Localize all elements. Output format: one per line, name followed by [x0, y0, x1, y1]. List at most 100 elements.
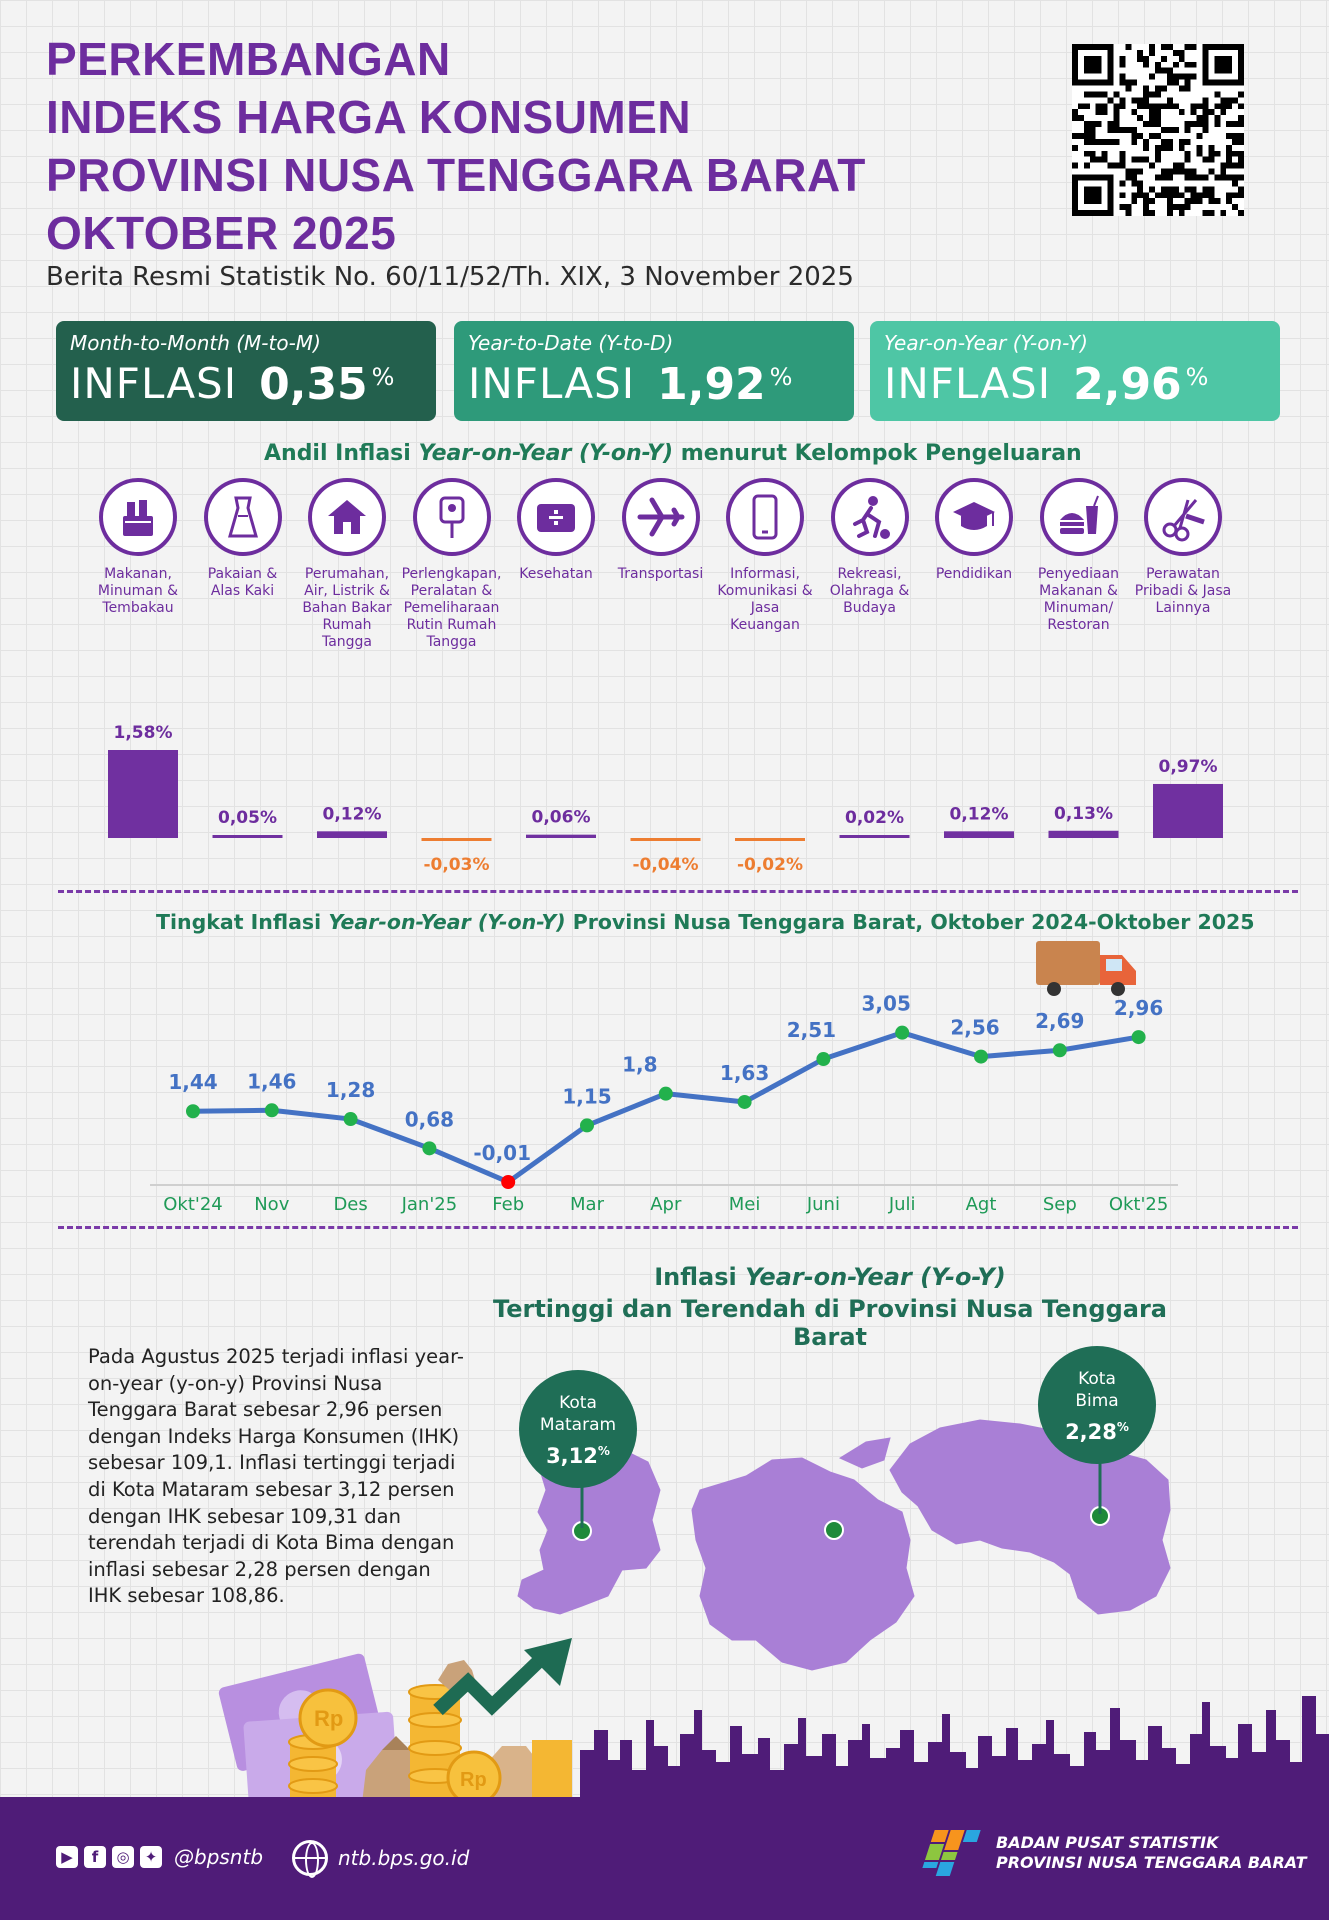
category-6: Transportasi	[611, 478, 711, 583]
category-2: Pakaian & Alas Kaki	[193, 478, 293, 600]
pin-value-unit: %	[1116, 1419, 1129, 1434]
bar-value-label: 0,13%	[1054, 804, 1113, 824]
dress-icon	[203, 478, 282, 556]
twitter-icon[interactable]: ✦	[140, 1846, 162, 1868]
medical-kit-icon	[517, 478, 595, 556]
card-label: Year-to-Date (Y-to-D)	[468, 331, 674, 355]
point-value-label: 1,15	[562, 1084, 611, 1108]
page-title: PERKEMBANGAN INDEKS HARGA KONSUMEN PROVI…	[46, 30, 866, 262]
point-value-label: -0,01	[473, 1141, 531, 1165]
x-tick-label: Juli	[888, 1194, 916, 1215]
title-line-2: INDEKS HARGA KONSUMEN	[46, 91, 692, 143]
pin-value: 2,28%	[1038, 1416, 1156, 1443]
globe-icon	[292, 1840, 328, 1878]
social-handle[interactable]: @bpsntb	[174, 1845, 264, 1869]
x-tick-label: Feb	[492, 1194, 524, 1215]
category-name: Pakaian & Alas Kaki	[207, 566, 278, 599]
ytd-inflation-card: Year-to-Date (Y-to-D) INFLASI 1,92%	[454, 321, 854, 421]
card-value: 2,96	[1073, 359, 1182, 410]
category-name: Informasi, Komunikasi & Jasa Keuangan	[717, 566, 813, 633]
sumbawa-north-cape	[838, 1437, 891, 1469]
point-value-label: 2,51	[787, 1018, 836, 1042]
category-name: Penyediaan Makanan & Minuman/ Restoran	[1037, 566, 1120, 633]
title-line-3: PROVINSI NUSA TENGGARA BARAT	[46, 149, 866, 201]
pin-value: 3,12%	[519, 1440, 637, 1467]
facebook-icon[interactable]: f	[84, 1846, 106, 1868]
bar-value-label: 0,97%	[1159, 757, 1218, 777]
data-point	[580, 1118, 594, 1133]
website-link[interactable]: ntb.bps.go.id	[292, 1840, 470, 1878]
line-chart: 1,44 Okt'24 1,46 Nov 1,28 Des 0,68 Jan'25 -0,01 F…	[150, 941, 1178, 1215]
qr-code[interactable]	[1072, 44, 1244, 216]
category-name: Transportasi	[617, 566, 704, 582]
youtube-icon[interactable]: ▶	[56, 1846, 78, 1868]
bar-value-label: -0,04%	[632, 855, 698, 875]
pin-line-1: Kota	[1078, 1368, 1116, 1389]
data-point	[974, 1049, 988, 1064]
title-pre: Andil Inflasi	[264, 441, 419, 466]
category-name: Perawatan Pribadi & Jasa Lainnya	[1134, 566, 1232, 616]
category-1: Makanan, Minuman & Tembakau	[88, 478, 188, 617]
card-word: INFLASI	[70, 359, 238, 408]
data-point	[895, 1025, 910, 1040]
bar-value-label: 0,02%	[845, 808, 904, 828]
svg-text:Rp: Rp	[460, 1769, 487, 1791]
title-em: Year-on-Year (Y-on-Y)	[328, 910, 566, 934]
data-point	[658, 1086, 673, 1101]
soccer-player-icon	[830, 478, 909, 556]
bar	[839, 835, 910, 838]
pin-kota-bima: Kota Bima 2,28%	[1038, 1346, 1156, 1464]
data-point	[422, 1141, 437, 1156]
point-value-label: 0,68	[405, 1107, 454, 1131]
pin-value-number: 3,12	[546, 1443, 598, 1468]
category-4: Perlengkapan, Peralatan & Pemeliharaan R…	[402, 478, 502, 651]
data-point	[264, 1103, 279, 1118]
card-unit: %	[769, 363, 793, 391]
divider	[58, 1226, 1298, 1229]
pin-line-1: Kota	[559, 1392, 597, 1413]
bar	[421, 838, 492, 841]
pin-line-2: Bima	[1075, 1390, 1119, 1411]
point-value-label: 2,96	[1114, 996, 1163, 1020]
point-value-label: 1,28	[326, 1078, 375, 1102]
bar	[212, 835, 283, 838]
x-tick-label: Juni	[806, 1194, 840, 1215]
data-point	[816, 1052, 831, 1067]
bar-value-label: 0,12%	[950, 804, 1009, 824]
x-tick-label: Mar	[570, 1194, 605, 1215]
title-line-1: PERKEMBANGAN	[46, 33, 451, 85]
bar	[1153, 783, 1223, 838]
bps-logo-icon	[922, 1830, 981, 1876]
scissors-comb-icon	[1144, 478, 1222, 556]
instagram-icon[interactable]: ◎	[112, 1846, 134, 1868]
map-title-line-2: Tertinggi dan Terendah di Provinsi Nusa …	[493, 1295, 1167, 1351]
money-illustration: Rp Rp	[218, 1638, 572, 1820]
data-point	[343, 1112, 358, 1127]
org-line-2: PROVINSI NUSA TENGGARA BARAT	[996, 1853, 1307, 1872]
bar-section-title: Andil Inflasi Year-on-Year (Y-on-Y) menu…	[264, 441, 1082, 466]
card-word: INFLASI	[468, 359, 636, 408]
website-url[interactable]: ntb.bps.go.id	[338, 1846, 470, 1870]
x-tick-label: Okt'24	[163, 1194, 223, 1215]
x-tick-label: Okt'25	[1109, 1194, 1169, 1215]
divider	[58, 890, 1298, 893]
bar	[735, 838, 805, 841]
pin-value-unit: %	[597, 1443, 610, 1458]
x-tick-label: Sep	[1043, 1194, 1077, 1215]
x-tick-label: Jan'25	[401, 1194, 458, 1215]
x-tick-label: Mei	[729, 1194, 761, 1215]
data-point	[1052, 1043, 1067, 1058]
title-line-4: OKTOBER 2025	[46, 207, 397, 259]
pin-line-2: Mataram	[539, 1414, 617, 1435]
category-7: Informasi, Komunikasi & Jasa Keuangan	[715, 478, 815, 634]
bar-chart: 1,58% 0,05% 0,12% -0,03% 0,06% -0,04% -0,02% 0,…	[108, 723, 1223, 875]
title-post: menurut Kelompok Pengeluaran	[673, 441, 1082, 466]
bar	[526, 834, 596, 838]
bar	[317, 831, 387, 838]
data-point	[737, 1094, 752, 1109]
title-post: Provinsi Nusa Tenggara Barat, Oktober 20…	[565, 910, 1255, 934]
pin-value-number: 2,28	[1065, 1419, 1117, 1444]
point-value-label: 1,63	[720, 1061, 769, 1085]
data-point	[501, 1175, 516, 1189]
nusa-tenggara-barat-map	[517, 1416, 1171, 1671]
